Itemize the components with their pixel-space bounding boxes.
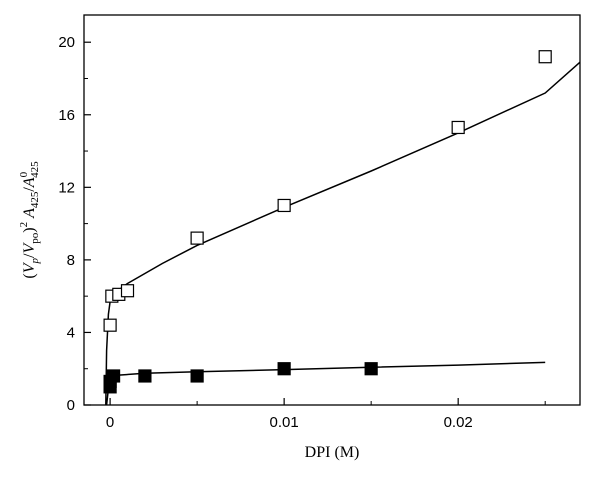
filled-square-marker bbox=[277, 362, 291, 376]
open-square-marker bbox=[277, 198, 291, 213]
y-tick-label: 12 bbox=[58, 179, 75, 196]
filled-square-marker bbox=[364, 362, 378, 376]
x-tick-label: 0.01 bbox=[270, 414, 299, 431]
axis-tick-labels: 0 0.01 0.02 0 4 8 12 16 20 bbox=[58, 34, 472, 431]
plot-border bbox=[83, 14, 581, 406]
plot-frame bbox=[83, 14, 581, 406]
fit-curves bbox=[105, 61, 581, 406]
x-tick-label: 0 bbox=[106, 414, 114, 431]
filled-square-marker bbox=[190, 369, 204, 383]
y-tick-label: 0 bbox=[67, 397, 75, 414]
x-axis-label: DPI (M) bbox=[305, 444, 360, 461]
axis-ticks bbox=[84, 41, 546, 406]
x-tick-label: 0.02 bbox=[444, 414, 473, 431]
y-tick-label: 20 bbox=[58, 34, 75, 51]
open-square-marker bbox=[451, 120, 465, 135]
open-square-marker bbox=[120, 284, 135, 298]
y-tick-label: 16 bbox=[58, 107, 75, 124]
open-square-marker bbox=[538, 50, 552, 64]
open-square-marker bbox=[190, 231, 204, 245]
y-tick-label: 4 bbox=[67, 324, 75, 341]
open-square-marker bbox=[103, 318, 117, 332]
filled-square-marker bbox=[106, 369, 121, 383]
fit-curve-1 bbox=[105, 61, 581, 406]
filled-square-marker bbox=[138, 369, 152, 383]
fit-curve-2 bbox=[105, 361, 546, 406]
y-tick-label: 8 bbox=[67, 252, 75, 269]
y-axis-label: (Vp/Vpo)2A425/A0425 bbox=[18, 161, 41, 279]
data-markers bbox=[103, 50, 552, 394]
